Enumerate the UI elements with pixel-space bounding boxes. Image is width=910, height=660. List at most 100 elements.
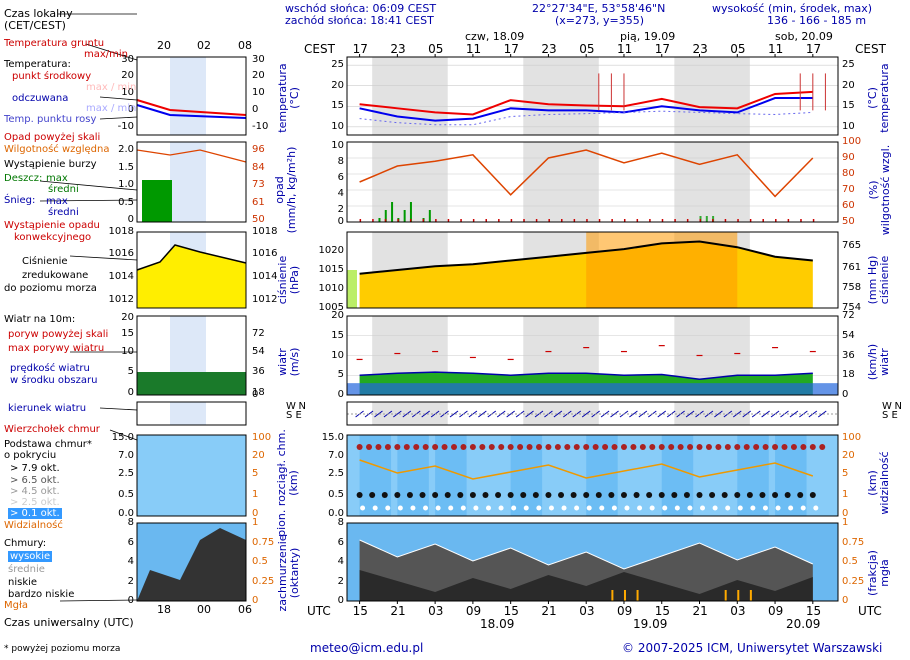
- hour-bottom-11: 09: [768, 604, 784, 618]
- tick-precip-l-5: 0: [337, 216, 344, 227]
- temp-series-0: [359, 90, 813, 116]
- cloud-base-dot-44: [633, 492, 640, 498]
- pressure-edge: [347, 270, 357, 308]
- tick-mini-temp-l-4: -10: [117, 121, 134, 132]
- wind-arrow-60: [732, 410, 742, 418]
- precip-bar-0: [378, 218, 381, 222]
- cloud-base-dot-w-72: [813, 505, 819, 511]
- night-band-precip-2: [674, 142, 750, 222]
- hour-bottom-9: 21: [692, 604, 708, 618]
- hour-top-4: 17: [503, 42, 519, 56]
- hour-top-0: 17: [352, 42, 368, 56]
- precip-tick-46: [649, 219, 651, 222]
- cloud-top-dot-13.5: [441, 444, 448, 450]
- precip-bar-5: [409, 202, 412, 222]
- mini-temp-line: [136, 99, 247, 116]
- precip-tick-72: [812, 219, 815, 222]
- cloud-base-dot-w-60: [737, 505, 743, 511]
- tick-wind-l-3: 5: [337, 369, 344, 381]
- tick-vis-r-1: 20: [842, 450, 855, 461]
- precip-tick-18: [472, 219, 475, 222]
- legend-connector-1: [85, 43, 138, 61]
- legend-local-h1: 20: [157, 39, 171, 52]
- cloud-base-dot-w-52: [687, 505, 693, 511]
- tick-vis-r-4: 0: [842, 508, 849, 519]
- tick-press-r-2: 758: [842, 282, 862, 293]
- axis-title-cover: zachmurzenie (oktanty): [276, 534, 301, 612]
- cloud-top-dot-66: [772, 444, 779, 450]
- tick-wind-r-2: 36: [842, 349, 855, 361]
- fog-bar-3: [724, 590, 727, 601]
- tick-mini-fog-r-4: 0: [252, 595, 259, 606]
- hour-top-6: 05: [579, 42, 595, 56]
- tick-mini-temp-r-0: 30: [252, 54, 265, 65]
- cloud-base-dot-w-68: [788, 505, 794, 511]
- hour-bottom-1: 21: [390, 604, 406, 618]
- legend-okt3: > 4.5 okt.: [10, 486, 60, 497]
- pressure-high-band: [586, 232, 738, 308]
- cloud-top-dot-45: [639, 444, 646, 450]
- footnote: * powyżej poziomu morza: [4, 644, 121, 654]
- footer-email[interactable]: meteo@icm.edu.pl: [310, 641, 424, 655]
- axis-title-press: ciśnienie (hPa): [276, 255, 301, 305]
- precip-tick-8: [409, 219, 412, 222]
- cloud-top-dot-19.5: [479, 444, 486, 450]
- tick-fog-r-1: 0.75: [842, 537, 865, 548]
- tick-mini-cov-l-2: 4: [127, 556, 134, 567]
- cloud-base-dot-w-66: [775, 505, 781, 511]
- cloud-top-dot-70.5: [800, 444, 807, 450]
- tick-humid-r-4: 60: [842, 200, 855, 211]
- tick-temp-r-0: 25: [842, 59, 855, 71]
- footer-copyright: © 2007-2025 ICM, Uniwersytet Warszawski: [622, 641, 883, 655]
- legend-connector-3: [99, 116, 138, 120]
- legend-gust-above: poryw powyżej skali: [8, 329, 109, 340]
- wind-arrow-15: [449, 410, 459, 418]
- cloud-base-dot-70: [797, 492, 804, 498]
- fog-bar-4: [737, 590, 740, 601]
- tick-temp-r-3: 10: [842, 120, 855, 132]
- cloud-base-dot-w-22: [498, 505, 504, 511]
- cloud-base-dot-64: [759, 492, 766, 498]
- hour-top-10: 05: [730, 42, 746, 56]
- day-label-3: sob, 20.09: [775, 30, 833, 43]
- wind-arrow-52.5: [685, 410, 695, 418]
- precip-tick-4: [384, 219, 387, 222]
- tick-mini-temp-l-3: 0: [127, 104, 134, 115]
- cloud-base-dot-w-20: [485, 505, 491, 511]
- precip-tick-22: [498, 219, 500, 222]
- cloud-base-dot-34: [570, 492, 577, 498]
- cloud-top-dot-43.5: [630, 444, 637, 450]
- precip-tick-24: [510, 219, 513, 222]
- legend-precip-above: Opad powyżej skali: [4, 132, 101, 143]
- precip-tick-40: [611, 219, 613, 222]
- sunset-text: zachód słońca: 18:41 CEST: [285, 14, 434, 27]
- legend-cloud-base2: o pokryciu: [4, 450, 57, 461]
- precip-tick-28: [535, 219, 538, 222]
- tick-temp-r-1: 20: [842, 79, 855, 91]
- fog-bar-1: [623, 590, 626, 601]
- precip-tick-60: [737, 219, 739, 222]
- precip-tick-44: [636, 219, 639, 222]
- cloud-top-dot-7.5: [403, 444, 410, 450]
- cloud-top-dot-60: [734, 444, 741, 450]
- pressure-line: [359, 240, 813, 275]
- tick-mini-press-r-0: 1018: [252, 226, 278, 237]
- cloud-base-dot-28: [532, 492, 539, 498]
- grid-text: (x=273, y=355): [555, 14, 645, 27]
- tick-cov-l-0: 8: [337, 517, 344, 528]
- cloud-top-dot-21: [488, 444, 495, 450]
- legend-okt4: > 2.5 okt.: [10, 497, 60, 508]
- legend-local-time-sub: (CET/CEST): [4, 19, 66, 32]
- tick-mini-temp-r-3: 0: [252, 104, 259, 115]
- tick-mini-hum-r-4: 50: [252, 214, 265, 225]
- cloud-base-dot-w-46: [649, 505, 655, 511]
- axis-title-wind: wiatr (m/s): [276, 347, 301, 377]
- tick-mini-pr-l-4: 0: [127, 214, 134, 225]
- fog-bar-0: [611, 590, 614, 601]
- wind-arrow-10.5: [421, 410, 430, 418]
- legend-local-time: Czas lokalny: [4, 7, 73, 20]
- tick-mini-wind-r-2: 36: [252, 366, 265, 377]
- cloud-base-dot-w-54: [700, 505, 706, 511]
- tick-mini-press-r-3: 1012: [252, 294, 278, 305]
